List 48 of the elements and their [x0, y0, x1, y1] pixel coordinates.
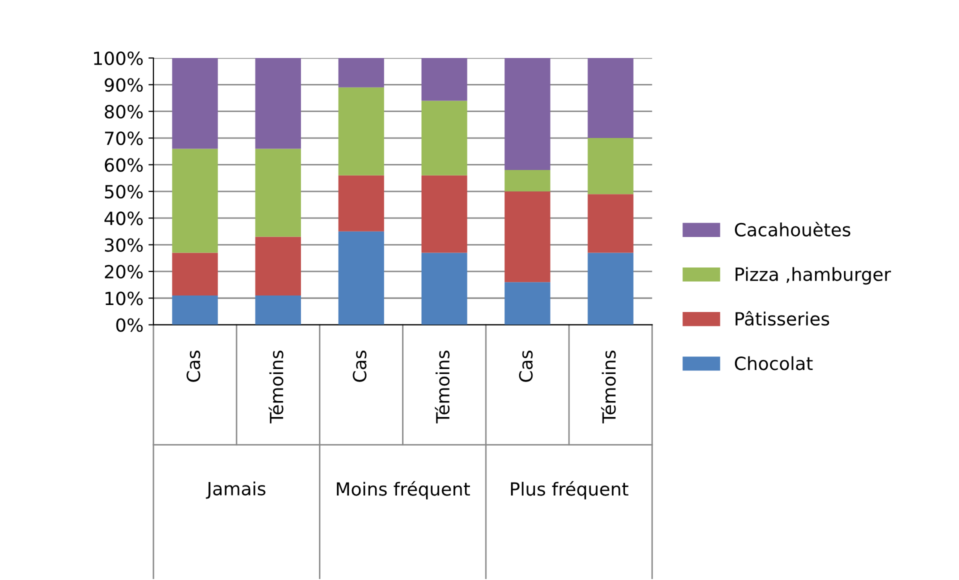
- y-tick-label: 0%: [116, 318, 143, 332]
- text: Plus fréquent: [511, 481, 628, 500]
- bar: [338, 231, 384, 325]
- y-tick-label: 90%: [104, 78, 143, 92]
- bar: [504, 58, 550, 170]
- legend-label: Pizza ,hamburger: [736, 267, 891, 285]
- bar: [172, 252, 218, 296]
- bar: [421, 100, 468, 176]
- bar: [504, 170, 550, 192]
- bar: [421, 58, 468, 101]
- y-tick-label: 40%: [104, 212, 143, 226]
- x-tick-label: Témoins: [601, 350, 616, 424]
- bar: [504, 282, 550, 325]
- y-tick-label: 100%: [94, 51, 143, 66]
- legend-label: Cacahouètes: [734, 222, 850, 237]
- bar: [504, 191, 550, 282]
- text: Moins fréquent: [336, 481, 470, 500]
- bar: [338, 58, 384, 88]
- bar: [172, 148, 218, 253]
- bar: [588, 194, 634, 253]
- legend-label: Chocolat: [734, 356, 813, 370]
- bar: [255, 295, 301, 325]
- x-tick-label: Cas: [519, 350, 533, 382]
- bar: [588, 138, 634, 194]
- text: Jamais: [206, 481, 266, 499]
- bar: [255, 58, 301, 149]
- bar: [338, 175, 384, 232]
- y-tick-label: 50%: [104, 184, 143, 199]
- bar: [588, 252, 634, 325]
- y-tick-label: 60%: [104, 158, 143, 172]
- bar: [172, 295, 218, 325]
- y-tick-label: 10%: [106, 292, 143, 306]
- x-tick-label: Témoins: [434, 350, 450, 424]
- bar: [255, 148, 301, 237]
- x-tick-label: Cas: [352, 350, 366, 382]
- bar: [172, 58, 218, 149]
- y-tick-label: 70%: [105, 132, 143, 146]
- x-tick-label: Témoins: [268, 350, 284, 424]
- bar: [421, 175, 468, 253]
- legend-label: Pâtisseries: [736, 310, 830, 326]
- x-tick-label: Cas: [186, 350, 200, 382]
- y-tick-label: 30%: [104, 238, 143, 252]
- bar: [255, 236, 301, 296]
- bar: [588, 58, 634, 138]
- y-tick-label: 80%: [104, 104, 143, 118]
- y-tick-label: 20%: [104, 264, 143, 279]
- bar: [338, 87, 384, 176]
- bar: [421, 252, 468, 325]
